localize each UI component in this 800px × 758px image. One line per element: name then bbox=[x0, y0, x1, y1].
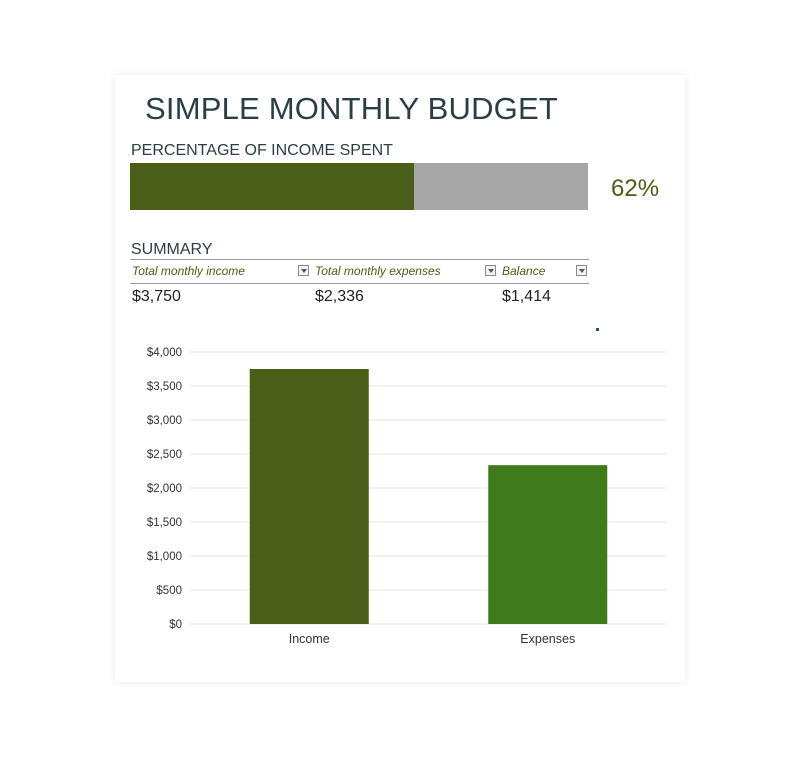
balance-filter-dropdown-icon[interactable] bbox=[576, 265, 587, 276]
income-filter-dropdown-icon[interactable] bbox=[298, 265, 309, 276]
bar-expenses[interactable] bbox=[488, 465, 608, 624]
y-tick-label: $1,000 bbox=[147, 551, 182, 563]
balance-header: Balance bbox=[502, 264, 546, 278]
percentage-label: PERCENTAGE OF INCOME SPENT bbox=[131, 142, 393, 159]
y-tick-label: $2,500 bbox=[147, 449, 182, 461]
x-category-label: Income bbox=[289, 632, 330, 646]
summary-values-row: $3,750 $2,336 $1,414 bbox=[130, 284, 599, 331]
income-spent-progress-bar bbox=[130, 163, 588, 210]
y-tick-label: $1,500 bbox=[147, 517, 182, 529]
y-tick-label: $4,000 bbox=[147, 347, 182, 359]
balance-value[interactable]: $1,414 bbox=[502, 288, 551, 305]
percentage-value: 62% bbox=[611, 175, 660, 202]
y-tick-label: $0 bbox=[169, 619, 182, 631]
expenses-value[interactable]: $2,336 bbox=[315, 288, 364, 305]
income-header: Total monthly income bbox=[132, 264, 245, 278]
y-tick-label: $3,000 bbox=[147, 415, 182, 427]
income-expenses-chart[interactable]: $0 $500 $1,000 $1,500 $2,000 $2,500 $3,000 $3,5… bbox=[115, 75, 685, 682]
page-title: SIMPLE MONTHLY BUDGET bbox=[145, 91, 559, 126]
summary-table: Total monthly income Total monthly expen… bbox=[130, 259, 599, 331]
summary-title: SUMMARY bbox=[131, 241, 213, 258]
expenses-filter-dropdown-icon[interactable] bbox=[485, 265, 496, 276]
y-tick-label: $3,500 bbox=[147, 381, 182, 393]
y-tick-label: $2,000 bbox=[147, 483, 182, 495]
table-resize-handle[interactable] bbox=[596, 328, 599, 331]
x-category-label: Expenses bbox=[520, 632, 575, 646]
income-value[interactable]: $3,750 bbox=[132, 288, 181, 305]
expenses-header: Total monthly expenses bbox=[315, 264, 441, 278]
budget-sheet: SIMPLE MONTHLY BUDGET PERCENTAGE OF INCO… bbox=[115, 75, 685, 682]
summary-header-row: Total monthly income Total monthly expen… bbox=[130, 260, 589, 284]
y-tick-label: $500 bbox=[156, 585, 182, 597]
bar-income[interactable] bbox=[249, 369, 369, 624]
progress-fill bbox=[130, 163, 414, 210]
